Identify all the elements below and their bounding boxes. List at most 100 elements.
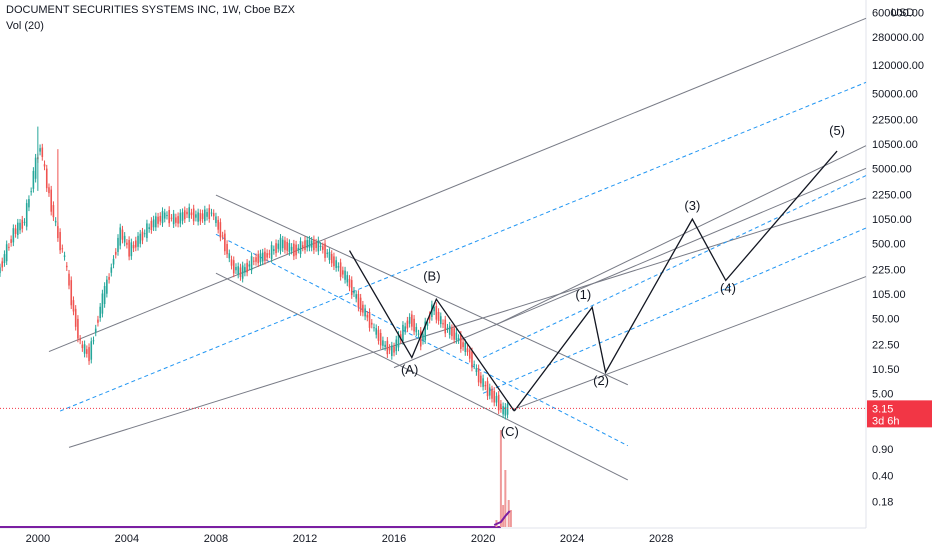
candle-body: [54, 220, 57, 223]
candle-body: [397, 334, 400, 348]
candle-body: [313, 239, 315, 251]
candle-body: [204, 209, 206, 222]
volume-bar: [499, 430, 502, 527]
wave-label[interactable]: (C): [501, 424, 519, 439]
price-axis[interactable]: 600000.00 280000.00 120000.00 50000.00 22500…: [865, 0, 924, 528]
elliott-wave-drawing[interactable]: (A) (B) (C) (1) (2) (3) (4) (5): [348, 123, 845, 439]
y-tick-label: 120000.00: [872, 60, 924, 72]
candle-body: [141, 231, 144, 241]
wave-label[interactable]: (1): [575, 287, 591, 302]
wave-path[interactable]: [513, 150, 838, 412]
dashed-channel-line[interactable]: [59, 81, 867, 412]
candle-body: [199, 213, 202, 222]
candle-body: [373, 327, 375, 329]
candle-body: [59, 232, 61, 251]
candle-body: [130, 242, 133, 257]
channel-line[interactable]: [215, 194, 629, 386]
candle-body: [359, 297, 362, 313]
wave-path[interactable]: [348, 250, 515, 412]
volume-ma-line: [493, 510, 511, 526]
candle-body: [295, 244, 297, 256]
candle-body: [79, 338, 81, 341]
candle-body: [433, 307, 435, 312]
candle-body: [417, 333, 420, 335]
dashed-channel-line[interactable]: [215, 233, 629, 447]
channel-line[interactable]: [494, 145, 867, 327]
candle-body: [326, 252, 329, 254]
candle-body: [422, 334, 424, 341]
x-tick-label: 2020: [471, 533, 495, 545]
candle-body: [482, 378, 484, 387]
candle-body: [333, 256, 335, 267]
y-tick-label: 0.90: [872, 444, 893, 456]
candle-body: [379, 332, 382, 346]
candle-body: [273, 249, 275, 251]
y-tick-label: 50.00: [872, 313, 900, 325]
candle-body: [308, 239, 311, 248]
candle-body: [99, 306, 101, 318]
candle-body: [201, 213, 204, 220]
dashed-channel-line[interactable]: [482, 175, 867, 358]
candle-body: [462, 342, 464, 348]
candle-body: [190, 212, 193, 216]
candle-body: [277, 243, 280, 249]
candle-body: [186, 211, 188, 215]
candle-body: [451, 328, 453, 337]
channel-line[interactable]: [393, 167, 867, 369]
y-tick-label: 22500.00: [872, 114, 918, 126]
candle-body: [77, 318, 79, 339]
candle-body: [123, 235, 126, 243]
dashed-channel-line[interactable]: [482, 227, 867, 394]
candle-body: [188, 207, 191, 219]
candle-body: [103, 285, 106, 305]
channel-line[interactable]: [48, 17, 867, 353]
candle-body: [57, 226, 59, 239]
candle-body: [34, 157, 37, 179]
channel-line[interactable]: [215, 272, 629, 481]
candle-body: [500, 403, 502, 410]
candle-body: [121, 229, 124, 240]
wave-label[interactable]: (B): [423, 268, 440, 283]
candle-body: [86, 349, 88, 354]
candle-body: [181, 212, 184, 221]
candle-body: [395, 339, 398, 352]
wave-label[interactable]: (2): [593, 373, 609, 388]
volume-bar: [504, 470, 507, 527]
candle-body: [370, 322, 373, 325]
channel-lines[interactable]: [48, 17, 867, 481]
time-axis[interactable]: 2000 2004 2008 2012 2016 2020 2024 2028: [0, 527, 866, 545]
candle-body: [235, 266, 237, 271]
candle-body: [502, 406, 504, 415]
candle-body: [364, 308, 366, 317]
candle-body: [143, 233, 146, 235]
y-tick-label: 105.00: [872, 289, 906, 301]
wave-label[interactable]: (A): [401, 362, 418, 377]
price-candles: [0, 126, 509, 420]
candle-body: [315, 242, 317, 248]
x-tick-label: 2004: [115, 533, 139, 545]
candle-body: [114, 251, 117, 255]
x-tick-label: 2028: [649, 533, 673, 545]
wave-label[interactable]: (4): [720, 281, 736, 296]
candle-body: [455, 332, 458, 341]
candle-body: [448, 325, 451, 335]
candle-body: [375, 328, 378, 335]
y-tick-label: 10500.00: [872, 139, 918, 151]
channel-line[interactable]: [511, 276, 867, 411]
candle-body: [346, 275, 349, 283]
candle-body: [226, 244, 228, 255]
candle-body: [5, 244, 8, 262]
candle-body: [159, 215, 162, 222]
volume-indicator-label[interactable]: Vol (20): [6, 20, 44, 32]
candle-body: [150, 220, 153, 231]
candle-body: [68, 273, 70, 286]
candle-body: [25, 203, 28, 227]
candle-body: [264, 251, 266, 261]
candle-body: [353, 290, 355, 294]
currency-label[interactable]: USD: [891, 7, 914, 19]
candle-body: [155, 216, 157, 228]
wave-label[interactable]: (5): [829, 123, 845, 138]
channel-line[interactable]: [68, 197, 867, 448]
wave-label[interactable]: (3): [684, 198, 700, 213]
